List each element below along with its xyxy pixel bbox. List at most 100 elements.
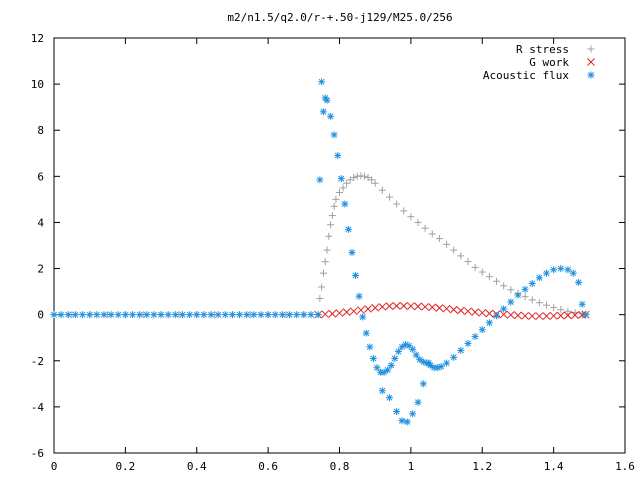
series-layer [50, 78, 590, 426]
data-point [478, 268, 486, 276]
data-point [412, 351, 420, 359]
data-point [514, 291, 522, 299]
data-point [334, 152, 342, 160]
data-point [186, 311, 194, 319]
data-point [398, 417, 406, 425]
data-point [478, 308, 487, 317]
data-point [321, 310, 330, 319]
data-point [442, 304, 451, 313]
data-point [542, 312, 551, 320]
data-point [107, 311, 115, 319]
data-point [419, 380, 427, 388]
data-point [373, 364, 381, 372]
data-point [575, 278, 583, 286]
data-point [471, 333, 479, 341]
data-point [300, 311, 308, 319]
data-point [79, 311, 87, 319]
legend-label: Acoustic flux [483, 69, 569, 82]
data-point [449, 305, 458, 314]
data-point [228, 311, 236, 319]
data-point [500, 282, 508, 290]
chart-title: m2/n1.5/q2.0/r-+.50-j129/M25.0/256 [227, 11, 452, 24]
data-point [371, 303, 380, 312]
data-point [360, 172, 368, 180]
data-point [129, 311, 137, 319]
data-point [457, 252, 465, 260]
data-point [71, 311, 79, 319]
data-point [371, 179, 379, 187]
data-point [409, 410, 417, 418]
data-point [136, 311, 144, 319]
x-tick-label: 1.2 [472, 460, 492, 473]
data-point [143, 311, 151, 319]
data-point [435, 235, 443, 243]
data-point [394, 348, 402, 356]
y-tick-label: -4 [31, 401, 45, 414]
data-point [416, 356, 424, 364]
x-tick-label: 0.2 [115, 460, 135, 473]
data-point [535, 312, 544, 320]
data-point [157, 311, 165, 319]
data-point [393, 408, 401, 415]
data-point [293, 311, 301, 319]
data-point [323, 96, 331, 104]
data-point [193, 311, 201, 319]
data-point [550, 266, 558, 274]
data-point [200, 311, 208, 319]
data-point [569, 269, 577, 277]
data-point [425, 359, 433, 367]
data-point [535, 274, 543, 282]
series-1 [314, 302, 590, 320]
data-point [318, 283, 326, 291]
data-point [121, 311, 129, 319]
data-point [271, 311, 279, 319]
data-point [86, 311, 94, 319]
data-point [443, 359, 451, 367]
data-point [100, 311, 108, 319]
data-point [403, 418, 411, 426]
y-tick-label: 12 [31, 32, 44, 45]
data-point [493, 312, 501, 320]
data-point [493, 277, 501, 285]
legend-marker [587, 71, 595, 79]
data-point [409, 345, 417, 353]
data-point [362, 329, 370, 337]
data-point [286, 311, 294, 319]
data-point [464, 258, 472, 266]
data-point [327, 112, 335, 120]
x-tick-label: 1 [408, 460, 415, 473]
data-point [178, 311, 186, 319]
data-point [319, 269, 327, 277]
data-point [471, 308, 479, 316]
legend-marker [587, 45, 595, 53]
data-point [307, 311, 315, 319]
data-point [535, 299, 543, 307]
data-point [557, 265, 565, 273]
data-point [341, 200, 349, 208]
data-point [357, 306, 365, 314]
data-point [391, 354, 399, 362]
data-point [407, 302, 415, 310]
data-point [506, 311, 515, 319]
data-point [398, 343, 406, 351]
x-tick-label: 0.4 [187, 460, 207, 473]
data-point [528, 280, 536, 288]
data-point [335, 309, 344, 317]
data-point [348, 248, 356, 256]
data-point [387, 361, 395, 369]
data-point [528, 296, 536, 304]
data-point [359, 313, 367, 321]
data-point [521, 285, 529, 293]
series-0 [50, 172, 590, 319]
data-point [582, 311, 590, 319]
data-point [456, 306, 465, 315]
data-point [500, 305, 508, 313]
data-point [549, 311, 558, 320]
x-tick-label: 0.6 [258, 460, 278, 473]
y-tick-label: 6 [37, 170, 44, 183]
data-point [414, 398, 422, 406]
data-point [243, 311, 251, 319]
data-point [514, 311, 522, 320]
data-point [236, 311, 244, 319]
data-point [421, 224, 429, 232]
